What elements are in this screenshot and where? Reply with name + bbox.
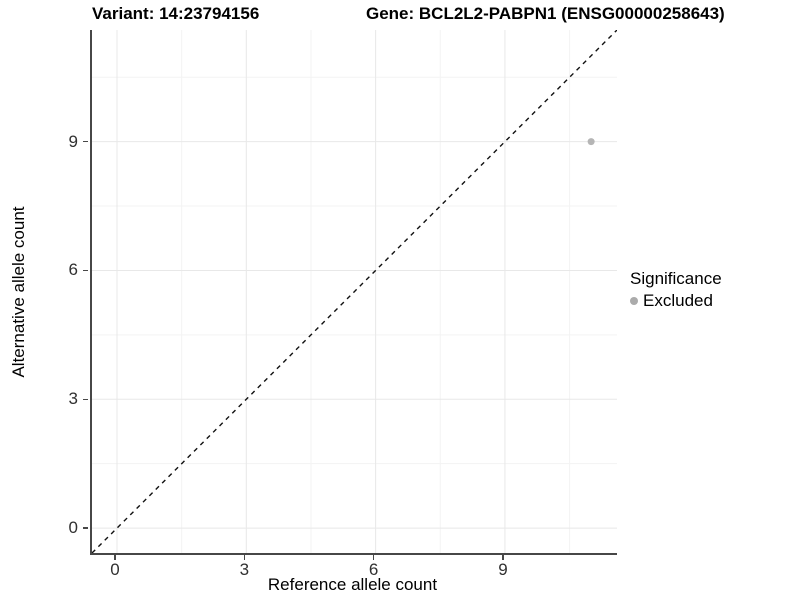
legend-point-icon <box>630 297 638 305</box>
legend: Significance Excluded <box>630 269 798 311</box>
legend-title: Significance <box>630 269 722 288</box>
scatter-plot-canvas <box>92 30 617 553</box>
y-tick-label: 0 <box>68 518 78 538</box>
x-axis-title: Reference allele count <box>267 575 438 594</box>
legend-item: Excluded <box>630 291 798 311</box>
x-tick-label: 6 <box>368 560 379 579</box>
plot-title-gene: Gene: BCL2L2-PABPN1 (ENSG00000258643) <box>366 4 725 23</box>
x-tick-mark <box>372 555 375 560</box>
legend-items: Excluded <box>630 291 798 311</box>
data-point <box>587 138 595 146</box>
y-tick-mark <box>83 527 88 529</box>
x-tick-label: 3 <box>239 560 250 579</box>
x-tick-label: 9 <box>498 560 508 579</box>
y-tick-label: 9 <box>68 131 78 151</box>
x-tick-label: 0 <box>110 560 120 579</box>
y-tick-label: 3 <box>68 389 78 409</box>
y-tick-mark <box>83 398 88 401</box>
y-tick-mark <box>83 269 88 272</box>
y-tick-label: 6 <box>68 260 78 280</box>
legend-item-label: Excluded <box>643 291 713 310</box>
x-tick-mark <box>502 555 504 560</box>
x-tick-mark <box>114 555 116 560</box>
plot-title-variant: Variant: 14:23794156 <box>92 4 260 23</box>
x-tick-mark <box>243 555 246 560</box>
plot-panel <box>90 30 617 555</box>
identity-reference-line <box>92 30 617 553</box>
y-axis-title: Alternative allele count <box>9 206 28 378</box>
y-tick-mark <box>83 140 88 143</box>
